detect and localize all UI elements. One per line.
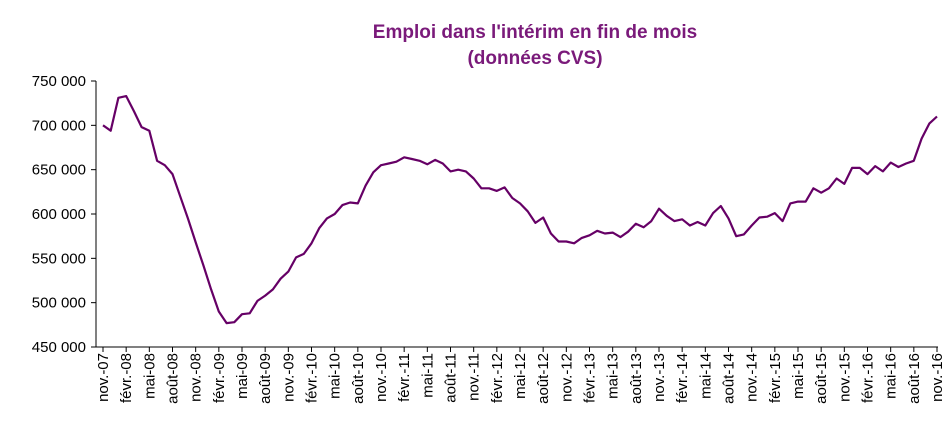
- x-tick-label: août-16: [906, 353, 923, 404]
- x-tick-label: mai-16: [883, 353, 900, 399]
- x-tick-label: nov.-15: [836, 353, 853, 402]
- x-tick-label: août-10: [350, 353, 367, 404]
- x-tick-label: août-14: [721, 353, 738, 404]
- x-tick-label: févr.-12: [489, 353, 506, 403]
- x-tick-label: nov.-14: [744, 353, 761, 402]
- x-tick-label: mai-09: [234, 353, 251, 399]
- x-tick-label: nov.-07: [95, 353, 112, 402]
- x-tick-label: nov.-11: [466, 353, 483, 401]
- x-tick-label: févr.-16: [860, 353, 877, 403]
- x-tick-label: nov.-12: [558, 353, 575, 402]
- x-tick-label: mai-15: [790, 353, 807, 399]
- x-tick-label: févr.-08: [118, 353, 135, 403]
- chart-subtitle: (données CVS): [467, 48, 602, 69]
- x-tick-label: févr.-11: [396, 353, 413, 402]
- y-tick-label: 650 000: [32, 162, 86, 179]
- x-tick-label: févr.-15: [767, 353, 784, 403]
- x-tick-label: févr.-09: [211, 353, 228, 403]
- x-tick-label: févr.-14: [674, 353, 691, 403]
- x-tick-label: mai-08: [141, 353, 158, 399]
- x-tick-label: août-12: [535, 353, 552, 404]
- x-tick-label: nov.-16: [929, 353, 946, 402]
- y-tick-label: 450 000: [32, 339, 86, 356]
- x-tick-label: mai-13: [605, 353, 622, 399]
- x-tick-label: nov.-08: [188, 353, 205, 402]
- x-tick-label: févr.-10: [304, 353, 321, 403]
- x-tick-label: nov.-10: [373, 353, 390, 402]
- x-tick-label: nov.-13: [651, 353, 668, 402]
- x-tick-label: mai-10: [327, 353, 344, 399]
- y-tick-label: 750 000: [32, 73, 86, 90]
- x-tick-label: févr.-13: [582, 353, 599, 403]
- y-tick-label: 500 000: [32, 295, 86, 312]
- y-tick-label: 600 000: [32, 206, 86, 223]
- x-tick-label: mai-12: [512, 353, 529, 399]
- x-tick-label: mai-11: [419, 353, 436, 398]
- y-tick-label: 700 000: [32, 117, 86, 134]
- x-tick-label: août-08: [165, 353, 182, 404]
- x-tick-label: août-13: [628, 353, 645, 404]
- y-tick-label: 550 000: [32, 250, 86, 267]
- x-tick-label: août-15: [813, 353, 830, 404]
- x-tick-label: mai-14: [697, 353, 714, 399]
- x-tick-label: nov.-09: [280, 353, 297, 402]
- chart-title: Emploi dans l'intérim en fin de mois: [373, 22, 697, 43]
- line: [102, 95, 938, 325]
- x-tick-label: août-11: [443, 353, 460, 403]
- x-tick-label: août-09: [257, 353, 274, 404]
